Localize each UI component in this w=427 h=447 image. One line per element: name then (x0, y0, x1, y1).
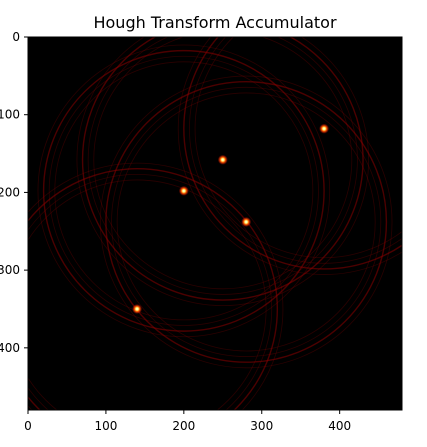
vote-ring-5 (28, 173, 273, 410)
peak-2 (217, 154, 228, 165)
vote-ring-2 (76, 37, 370, 306)
vote-ring-5 (28, 168, 278, 410)
x-axis: 0 100 200 300 400 (24, 410, 351, 433)
vote-ring-2 (81, 37, 364, 301)
vote-ring-2 (93, 37, 353, 290)
x-tick-label: 300 (250, 419, 273, 433)
vote-ring-3 (42, 49, 325, 332)
accumulator-peaks (132, 123, 330, 314)
peak-1 (319, 123, 330, 134)
vote-ring-4 (116, 92, 376, 352)
vote-ring-4 (111, 86, 382, 357)
vote-ring-4 (99, 75, 393, 369)
y-tick-label: 100 (0, 108, 20, 122)
vote-ring-2 (87, 37, 358, 295)
plot-frame (27, 36, 403, 411)
y-axis: 0 100 200 300 400 (0, 30, 28, 355)
vote-ring-3 (48, 55, 319, 326)
plot-area (28, 37, 402, 410)
vote-ring-1 (189, 37, 402, 264)
vote-ring-3 (37, 44, 331, 338)
peak-4 (241, 216, 252, 227)
vote-ring-5 (28, 162, 284, 410)
chart-title: Hough Transform Accumulator (93, 13, 336, 32)
vote-ring-1 (183, 37, 402, 270)
peak-3 (178, 185, 189, 196)
y-tick-label: 300 (0, 263, 20, 277)
vote-ring-5 (28, 179, 267, 410)
vote-ring-3 (54, 61, 314, 321)
y-tick-label: 400 (0, 341, 20, 355)
x-tick-label: 100 (94, 419, 117, 433)
x-tick-label: 0 (24, 419, 32, 433)
peak-5 (132, 303, 143, 314)
y-tick-label: 0 (12, 30, 20, 44)
vote-ring-4 (105, 80, 388, 363)
x-tick-label: 400 (328, 419, 351, 433)
y-tick-label: 200 (0, 185, 20, 199)
vote-ring-1 (177, 37, 402, 275)
x-tick-label: 200 (172, 419, 195, 433)
